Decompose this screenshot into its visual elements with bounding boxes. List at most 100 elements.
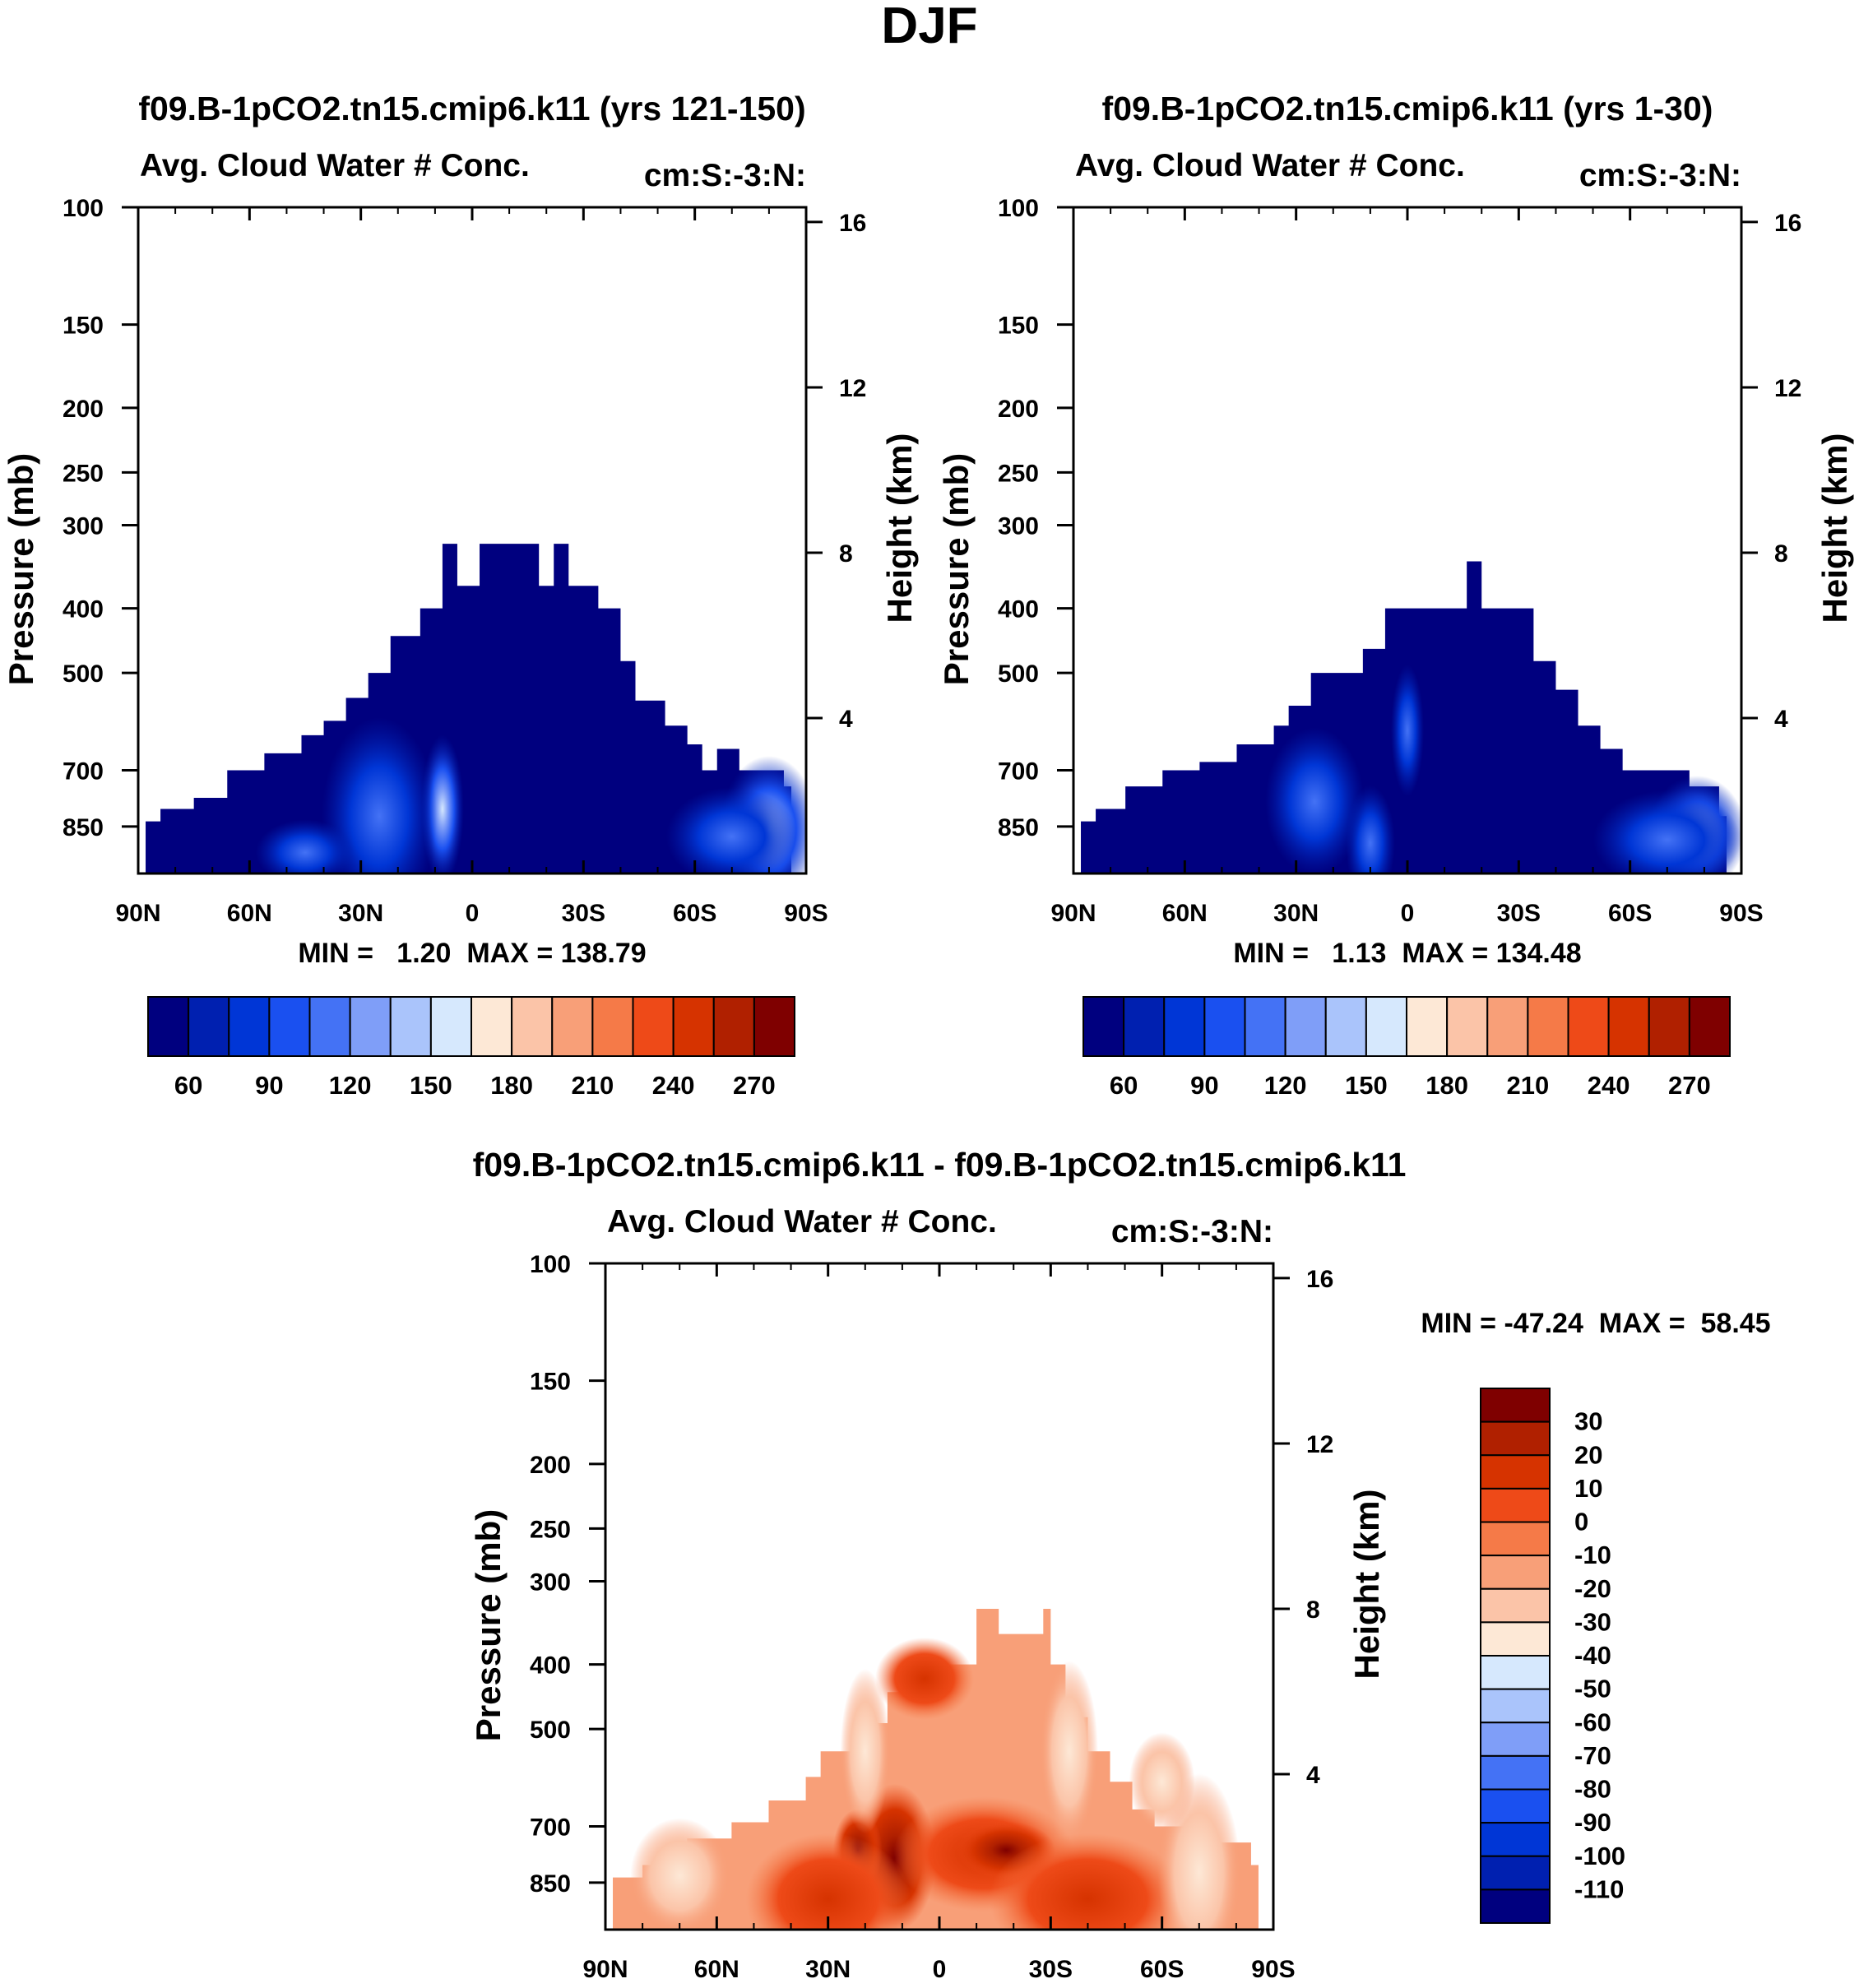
- colorbar-box: [1480, 1621, 1551, 1657]
- colorbar-box: [228, 996, 271, 1057]
- contour-blob: [745, 1833, 911, 1930]
- panel-subtitle-right: cm:S:-3:N:: [644, 158, 806, 193]
- x-tick-label: 60N: [1162, 900, 1208, 927]
- contour-blob: [874, 1637, 974, 1720]
- panel-subtitle-left: Avg. Cloud Water # Conc.: [1075, 148, 1465, 183]
- colorbar-label: 60: [174, 1071, 202, 1100]
- y-right-tick-label: 4: [1774, 706, 1788, 733]
- x-tick-label: 30N: [805, 1956, 851, 1983]
- x-tick-label: 30N: [338, 900, 383, 927]
- colorbar-label: 150: [1345, 1071, 1388, 1100]
- cloud-region: [146, 544, 791, 874]
- colorbar-label: 210: [1507, 1071, 1550, 1100]
- y-right-tick-label: 8: [1774, 540, 1788, 568]
- colorbar: 30 20 10 0 -10 -20 -30 -40 -50 -60 -70 -80 -90 -100 -1…: [1480, 1388, 1625, 1924]
- colorbar-label: -80: [1574, 1775, 1611, 1804]
- contour-blob: [989, 1833, 1187, 1930]
- y-tick-label: 400: [63, 596, 104, 623]
- colorbar-box: [1480, 1722, 1551, 1757]
- colorbar-label: -60: [1574, 1708, 1611, 1736]
- y-right-axis-label: Height (km): [880, 433, 919, 623]
- colorbar-label: 180: [1426, 1071, 1468, 1100]
- colorbar-box: [429, 996, 472, 1057]
- min-max-stats: MIN = 1.13 MAX = 134.48: [1233, 938, 1581, 969]
- colorbar-box: [511, 996, 554, 1057]
- colorbar-box: [1607, 996, 1650, 1057]
- colorbar-box: [1480, 1487, 1551, 1523]
- panel-subtitle-left: Avg. Cloud Water # Conc.: [140, 148, 530, 183]
- panel-title: f09.B-1pCO2.tn15.cmip6.k11 (yrs 121-150): [138, 90, 805, 127]
- colorbar-box: [1480, 1855, 1551, 1891]
- colorbar-box: [188, 996, 230, 1057]
- colorbar-box: [1324, 996, 1367, 1057]
- x-tick-label: 30S: [1497, 900, 1541, 927]
- x-tick-label: 90S: [1719, 900, 1763, 927]
- y-tick-label: 300: [998, 512, 1039, 540]
- colorbar-label: -30: [1574, 1607, 1611, 1636]
- y-tick-label: 200: [530, 1452, 571, 1479]
- colorbar-label: -90: [1574, 1808, 1611, 1837]
- colorbar-label: 240: [1588, 1071, 1630, 1100]
- x-tick-label: 0: [933, 1956, 947, 1983]
- panel-subtitle-right: cm:S:-3:N:: [1579, 158, 1741, 193]
- y-right-tick-label: 16: [839, 210, 866, 237]
- colorbar-box: [712, 996, 755, 1057]
- contour-field: [613, 1608, 1259, 1930]
- y-axis-label: Pressure (mb): [937, 453, 976, 685]
- colorbar-label: 120: [1264, 1071, 1307, 1100]
- colorbar-box: [1688, 996, 1731, 1057]
- min-max-stats: MIN = 1.20 MAX = 138.79: [298, 938, 646, 969]
- colorbar-label: 180: [490, 1071, 533, 1100]
- colorbar-box: [551, 996, 594, 1057]
- x-tick-label: 90N: [582, 1956, 628, 1983]
- y-right-tick-label: 16: [1774, 210, 1801, 237]
- y-tick-label: 700: [530, 1814, 571, 1842]
- y-tick-label: 850: [63, 814, 104, 841]
- colorbar-label: -10: [1574, 1541, 1611, 1569]
- y-tick-label: 100: [63, 195, 104, 222]
- colorbar-box: [349, 996, 392, 1057]
- contour-blob: [1129, 1732, 1195, 1832]
- contour-blob: [1592, 790, 1741, 874]
- colorbar-label: -110: [1574, 1874, 1624, 1903]
- min-max-stats: MIN = -47.24 MAX = 58.45: [1421, 1308, 1770, 1339]
- y-tick-label: 500: [998, 660, 1039, 688]
- colorbar-box: [1567, 996, 1610, 1057]
- contour-blob: [256, 819, 355, 874]
- y-right-tick-label: 8: [839, 540, 853, 568]
- colorbar-box: [1527, 996, 1569, 1057]
- colorbar-box: [1480, 1688, 1551, 1724]
- figure-title: DJF: [881, 0, 977, 54]
- colorbar-box: [1480, 1420, 1551, 1457]
- panel-title: f09.B-1pCO2.tn15.cmip6.k11 - f09.B-1pCO2…: [473, 1146, 1407, 1184]
- y-axis-label: Pressure (mb): [2, 453, 40, 685]
- colorbar-box: [1244, 996, 1286, 1057]
- colorbar-box: [1365, 996, 1407, 1057]
- x-tick-label: 60S: [1140, 1956, 1184, 1983]
- colorbar-box: [1082, 996, 1125, 1057]
- y-tick-label: 200: [63, 396, 104, 423]
- y-tick-label: 300: [530, 1569, 571, 1596]
- colorbar-label: -70: [1574, 1741, 1611, 1770]
- colorbar-label: 90: [255, 1071, 283, 1100]
- colorbar-box: [1163, 996, 1206, 1057]
- y-tick-label: 850: [998, 814, 1039, 841]
- x-tick-label: 30S: [1029, 1956, 1073, 1983]
- contour-blob: [665, 787, 798, 874]
- y-tick-label: 400: [530, 1652, 571, 1680]
- colorbar-label: 150: [410, 1071, 452, 1100]
- colorbar-box: [1480, 1788, 1551, 1824]
- colorbar-box: [1648, 996, 1690, 1057]
- colorbar-box: [753, 996, 795, 1057]
- x-tick-label: 0: [1401, 900, 1415, 927]
- panel-2: f09.B-1pCO2.tn15.cmip6.k11 (yrs 1-30) Avg…: [937, 90, 1854, 1100]
- colorbar-box: [147, 996, 190, 1057]
- panel-subtitle-left: Avg. Cloud Water # Conc.: [607, 1204, 997, 1240]
- y-tick-label: 500: [530, 1717, 571, 1744]
- colorbar: 60 90 120 150 180 210 240 270: [147, 996, 795, 1100]
- colorbar-label: -40: [1574, 1641, 1611, 1670]
- colorbar-label: 210: [572, 1071, 614, 1100]
- y-tick-label: 200: [998, 396, 1039, 423]
- y-right-axis-label: Height (km): [1815, 433, 1854, 623]
